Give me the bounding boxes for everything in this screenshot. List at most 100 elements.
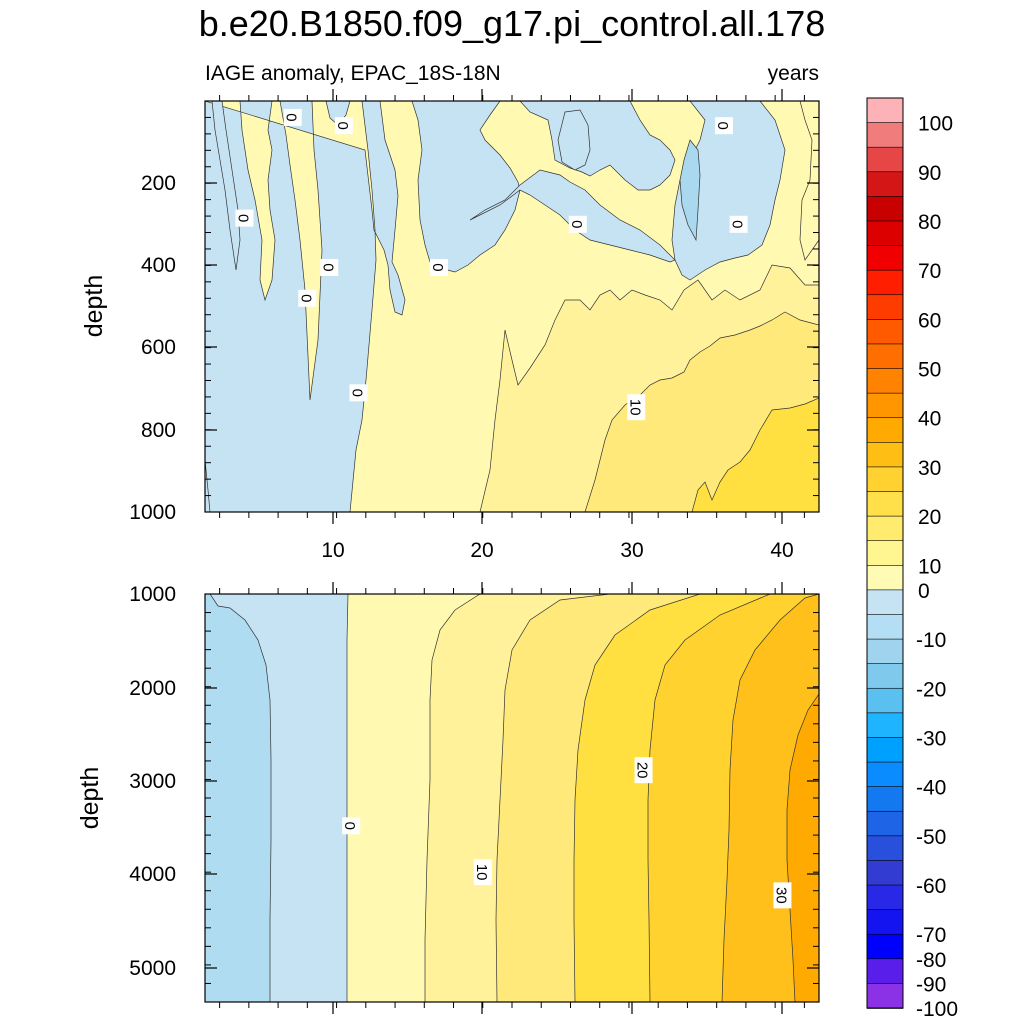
contour-label-bg xyxy=(334,117,353,135)
colorbar-tick-label: 50 xyxy=(918,359,941,382)
contour-label-bg xyxy=(349,384,368,402)
colorbar-swatch xyxy=(866,909,904,936)
colorbar-swatch xyxy=(866,933,904,960)
contour-label: 0 xyxy=(729,215,748,233)
colorbar-swatch xyxy=(866,220,904,247)
upper-ytick-label: 400 xyxy=(141,254,176,277)
contour-label-text: 10 xyxy=(626,399,643,416)
contour-label: 10 xyxy=(626,394,646,421)
contour-label-text: 0 xyxy=(349,389,366,397)
contour-label: 0 xyxy=(334,117,353,135)
contour-label-text: 20 xyxy=(634,762,651,779)
upper-ytick-label: 800 xyxy=(141,419,176,442)
upper-tick-labels: 200 400 600 800 1000 10 20 30 40 xyxy=(129,172,793,562)
colorbar-tick-label: -90 xyxy=(916,973,946,996)
contour-labels: 0 0 0 0 0 0 0 0 0 0 10 0 10 20 30 xyxy=(234,108,792,909)
lower-region-30-35 xyxy=(786,693,819,1002)
contour-label-text: 0 xyxy=(729,220,746,228)
contour-label-bg xyxy=(634,757,653,784)
colorbar-swatch xyxy=(866,368,904,394)
lower-axis-ticks xyxy=(205,582,819,1014)
colorbar-tick-label: -20 xyxy=(916,678,946,701)
colorbar-frame xyxy=(866,97,904,1009)
contour-label-text: 0 xyxy=(341,822,358,830)
colorbar-tick-label: -10 xyxy=(916,629,946,652)
contour-label-bg xyxy=(773,882,792,909)
contour-label-bg xyxy=(568,215,587,233)
upper-xtick-label: 10 xyxy=(321,539,344,562)
colorbar-swatch xyxy=(866,122,904,148)
colorbar-swatch xyxy=(866,835,904,862)
colorbar-swatch xyxy=(866,983,904,1009)
lower-ylabel: depth xyxy=(76,767,104,830)
contour-label-bg xyxy=(235,209,254,227)
subtitle-variable: IAGE anomaly, EPAC_18S-18N xyxy=(205,62,501,85)
contour-label: 0 xyxy=(234,209,254,227)
colorbar-swatch xyxy=(866,442,904,468)
colorbar-swatch xyxy=(866,392,904,419)
lower-tick-labels: 1000 2000 3000 4000 5000 xyxy=(129,583,176,980)
contour-label-text: 0 xyxy=(283,113,300,121)
contour-label: 0 xyxy=(568,215,587,233)
contour-label-text: 0 xyxy=(297,294,314,302)
contour-label: 30 xyxy=(772,882,792,909)
contour-label: 0 xyxy=(714,117,733,135)
colorbar-swatch xyxy=(866,737,904,763)
upper-xtick-label: 40 xyxy=(770,539,793,562)
upper-xtick-label: 20 xyxy=(470,539,493,562)
contour-label-bg xyxy=(429,258,448,276)
contour-label-text: 0 xyxy=(334,121,351,129)
lower-ytick-label: 1000 xyxy=(129,583,176,606)
lower-ytick-label: 5000 xyxy=(129,957,176,980)
colorbar-swatch xyxy=(866,245,904,271)
colorbar-swatch xyxy=(866,417,904,444)
upper-ytick-label: 600 xyxy=(141,336,176,359)
contour-label-bg xyxy=(729,215,748,233)
colorbar-tick-label: 0 xyxy=(918,580,930,603)
colorbar-swatch xyxy=(866,884,904,911)
contour-label-bg xyxy=(714,117,733,135)
colorbar-swatch xyxy=(866,810,904,837)
upper-neg-deep xyxy=(679,139,701,242)
colorbar-swatch xyxy=(866,638,904,665)
contour-label-text: 0 xyxy=(714,121,731,129)
lower-ytick-label: 4000 xyxy=(129,863,176,886)
colorbar-swatch xyxy=(866,540,904,567)
upper-ylabel: depth xyxy=(80,275,108,338)
colorbar-swatch xyxy=(866,958,904,985)
upper-xtick-label: 30 xyxy=(620,539,643,562)
colorbar-swatch xyxy=(866,319,904,345)
upper-region-15-20 xyxy=(691,397,819,512)
colorbar-swatch xyxy=(866,761,904,788)
upper-neg-pocket-1 xyxy=(557,109,591,171)
contour-label: 0 xyxy=(429,258,448,276)
colorbar-tick-label: 80 xyxy=(918,211,941,234)
contour-label-bg xyxy=(342,817,361,835)
colorbar-swatch xyxy=(866,294,904,321)
figure-title: b.e20.B1850.f09_g17.pi_control.all.178 xyxy=(198,3,826,44)
contour-label: 0 xyxy=(297,289,317,307)
colorbar-tick-label: 10 xyxy=(918,555,941,578)
subtitle-units: years xyxy=(767,62,819,85)
colorbar-swatch xyxy=(866,97,904,124)
contour-label: 0 xyxy=(341,817,361,835)
upper-minor-ticks xyxy=(205,95,819,518)
contour-label-text: 0 xyxy=(319,263,336,271)
contour-label-bg xyxy=(298,289,317,307)
colorbar xyxy=(866,97,904,1009)
colorbar-swatch xyxy=(866,269,904,296)
upper-ytick-label: 1000 xyxy=(129,501,176,524)
contour-label-bg xyxy=(627,394,646,421)
colorbar-tick-label: -70 xyxy=(916,924,946,947)
lower-minor-ticks xyxy=(205,588,819,1008)
colorbar-swatch xyxy=(866,343,904,370)
colorbar-tick-label: -30 xyxy=(916,727,946,750)
colorbar-tick-label: 60 xyxy=(918,309,941,332)
lower-panel-field xyxy=(205,594,819,1002)
contour-label-text: 10 xyxy=(473,864,490,881)
contour-label: 0 xyxy=(319,258,339,276)
colorbar-tick-label: -50 xyxy=(916,826,946,849)
colorbar-tick-label: 90 xyxy=(918,162,941,185)
colorbar-swatch xyxy=(866,589,904,616)
